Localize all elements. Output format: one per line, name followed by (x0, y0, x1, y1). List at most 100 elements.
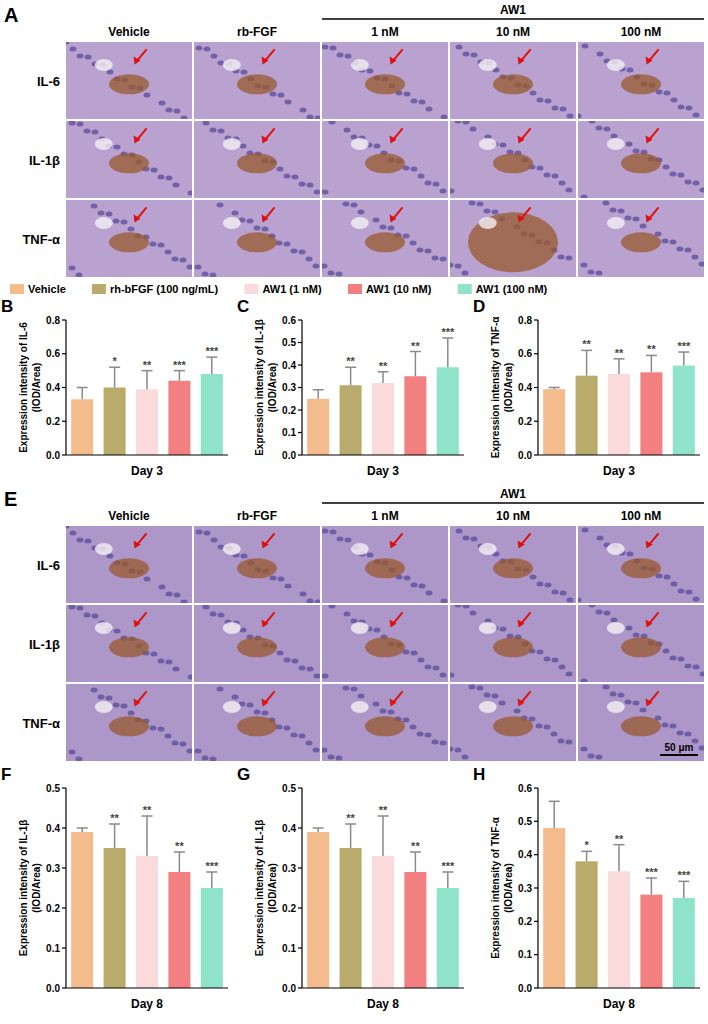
nucleus (450, 189, 455, 194)
error-bar (549, 388, 560, 390)
figure: AAW1Vehiclerb-FGF1 nM10 nM100 nMIL-6IL-1… (0, 0, 708, 1024)
nucleus (210, 128, 217, 133)
nucleus (530, 575, 537, 580)
arrow-head (646, 540, 653, 548)
nucleus (322, 674, 329, 679)
column-header: Vehicle (108, 25, 150, 39)
nucleus (545, 583, 552, 588)
significance-label: *** (677, 340, 691, 352)
nucleus (544, 725, 551, 730)
panel-letter: H (473, 765, 485, 784)
nucleus (469, 685, 476, 690)
bar (168, 872, 190, 988)
stained-area (621, 558, 661, 578)
nucleus (552, 106, 559, 111)
y-tick (534, 921, 538, 922)
nucleus (699, 746, 705, 751)
panel-letter: B (1, 297, 13, 316)
y-tick (534, 887, 538, 888)
nucleus (307, 599, 314, 604)
nucleus (77, 606, 84, 611)
axis-title: Expression intensity of IL-6 (18, 322, 29, 453)
nucleus (344, 612, 351, 617)
tissue-ground (578, 684, 704, 761)
y-tick-label: 0.3 (46, 863, 60, 874)
error-stem (382, 816, 384, 856)
y-tick-label: 0.2 (518, 916, 532, 927)
nucleus (603, 685, 610, 690)
nucleus (618, 693, 625, 698)
y-tick (298, 947, 302, 948)
nucleus (692, 255, 699, 260)
stained-area (621, 716, 661, 736)
nucleus (462, 755, 469, 760)
nucleus (640, 708, 647, 713)
vacuole (479, 59, 497, 71)
tissue-ground (194, 684, 320, 761)
nucleus (604, 127, 611, 132)
arrow-head (134, 540, 141, 548)
arrow-head (134, 135, 141, 143)
nucleus (187, 265, 193, 270)
bar (640, 895, 662, 988)
vacuole (223, 543, 241, 555)
nucleus (232, 695, 239, 700)
nucleus (530, 91, 537, 96)
significance-label: ** (110, 812, 119, 824)
row-label: IL-1β (29, 637, 60, 652)
nucleus (351, 203, 358, 208)
axis-title: (IOD/Area) (503, 363, 514, 412)
y-tick-label: 0.4 (518, 849, 532, 860)
micrograph-cell (66, 42, 192, 119)
nucleus (685, 180, 692, 185)
nucleus (678, 105, 685, 110)
y-tick-label: 0.2 (282, 903, 296, 914)
bar (576, 376, 598, 455)
nucleus (106, 696, 113, 701)
nucleus (106, 212, 113, 217)
significance-label: *** (205, 345, 219, 357)
vacuole (351, 138, 369, 150)
y-tick-label: 0.1 (282, 427, 296, 438)
bar (608, 871, 630, 988)
error-bar (410, 852, 421, 872)
y-tick (298, 827, 302, 828)
nucleus (581, 195, 588, 199)
error-cap (549, 801, 560, 803)
significance-label: ** (379, 360, 388, 372)
nucleus (456, 529, 463, 534)
nucleus (417, 248, 424, 253)
y-tick-label: 0.4 (282, 360, 296, 371)
nucleus (618, 209, 625, 214)
nucleus (195, 749, 202, 754)
nucleus (166, 592, 173, 597)
error-bar (613, 845, 624, 872)
nucleus (604, 611, 611, 616)
nucleus (181, 116, 188, 120)
micrograph-cell (66, 526, 192, 603)
significance-label: *** (441, 326, 455, 338)
arrow-head (390, 135, 397, 143)
nucleus (337, 537, 344, 542)
column-header: 100 nM (621, 25, 662, 39)
arrow-head (390, 698, 397, 706)
nucleus (410, 241, 417, 246)
nucleus (441, 599, 448, 604)
nucleus (77, 54, 84, 59)
nucleus (537, 650, 544, 655)
nucleus (210, 757, 217, 762)
nucleus (158, 659, 165, 664)
arrow-head (262, 540, 269, 548)
significance-label: ** (647, 343, 656, 355)
significance-label: * (584, 839, 589, 851)
nucleus (299, 250, 306, 255)
stained-area (493, 558, 533, 578)
error-bar (313, 828, 324, 832)
bar (104, 388, 126, 456)
vacuole (351, 701, 369, 713)
column-header: 10 nM (496, 509, 530, 523)
y-tick (298, 987, 302, 988)
nucleus (440, 741, 447, 746)
axis-title: Day 8 (131, 997, 163, 1011)
micrograph-cell (322, 526, 448, 603)
